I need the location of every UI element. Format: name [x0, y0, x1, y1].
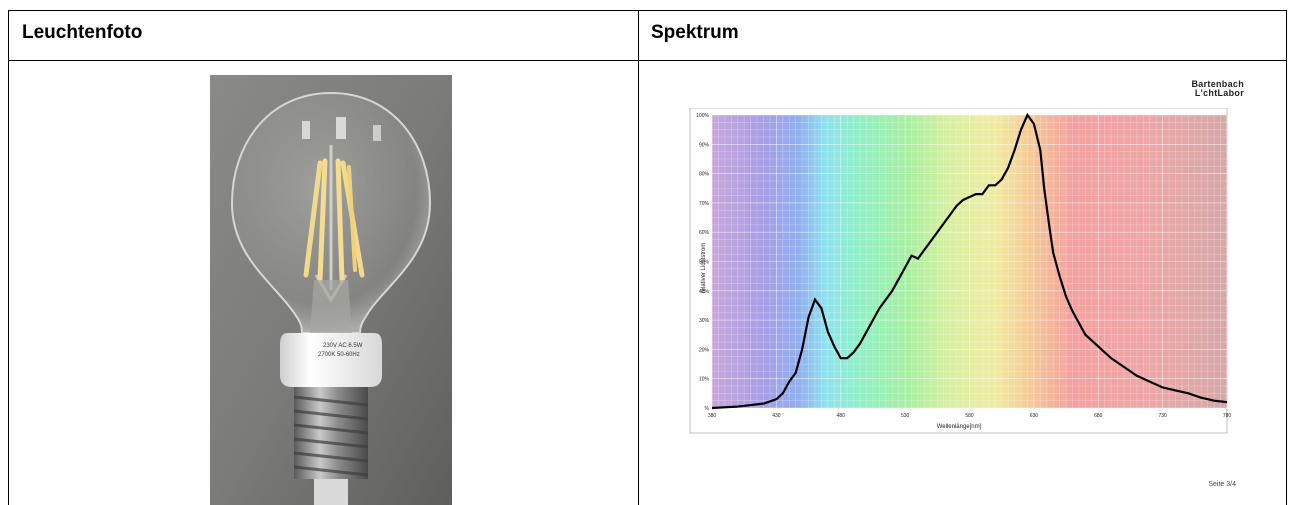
- lamp-label-line1: 230V AC 6.5W: [323, 343, 363, 349]
- brand-logo: Bartenbach L'chtLabor: [1191, 80, 1244, 98]
- header-spektrum: Spektrum: [651, 22, 739, 43]
- x-tick-label: 730: [1158, 413, 1167, 419]
- y-tick-label: 10%: [699, 377, 710, 383]
- y-axis-label: relativer Lichtstrom: [701, 243, 707, 294]
- header-divider: [8, 60, 1287, 61]
- page-number: Seite 3/4: [1208, 481, 1236, 488]
- x-tick-label: 630: [1030, 413, 1039, 419]
- y-tick-label: 40%: [699, 289, 710, 295]
- y-tick-label: %: [705, 406, 710, 412]
- y-tick-label: 100%: [696, 113, 709, 119]
- y-tick-label: 90%: [699, 142, 710, 148]
- content-table: [8, 10, 1287, 505]
- x-tick-label: 430: [772, 413, 781, 419]
- y-axis-ticks: % 10% 20% 30% 40% 50% 60% 70% 80% 90% 100%: [696, 113, 709, 412]
- lamp-label-line2: 2700K 50-60Hz: [318, 352, 360, 358]
- spectrum-document: Bartenbach L'chtLabor % 10% 20% 30% 40% 50% 6: [662, 68, 1262, 505]
- x-tick-label: 480: [837, 413, 846, 419]
- x-axis-label: Wellenlänge[nm]: [937, 424, 982, 430]
- x-tick-label: 380: [708, 413, 717, 419]
- header-leuchtenfoto: Leuchtenfoto: [22, 22, 143, 43]
- y-tick-label: 70%: [699, 201, 710, 207]
- brand-line1: Bartenbach: [1191, 79, 1244, 89]
- x-axis-ticks: 380 430 480 530 580 630 680 730 780: [708, 413, 1232, 419]
- x-tick-label: 680: [1094, 413, 1103, 419]
- x-tick-label: 580: [965, 413, 974, 419]
- brand-line2: L'chtLabor: [1194, 88, 1244, 98]
- lamp-photo: 230V AC 6.5W 2700K 50-60Hz: [210, 75, 452, 505]
- x-tick-label: 780: [1223, 413, 1232, 419]
- chart-grid: [711, 114, 1228, 409]
- y-tick-label: 20%: [699, 347, 710, 353]
- spectrum-curve: [711, 112, 1228, 410]
- lamp-photo-drawing: 230V AC 6.5W 2700K 50-60Hz: [210, 75, 452, 505]
- y-tick-label: 60%: [699, 230, 710, 236]
- y-tick-label: 80%: [699, 172, 710, 178]
- spectrum-chart: % 10% 20% 30% 40% 50% 60% 70% 80% 90% 100% 380 430 4…: [689, 108, 1232, 434]
- x-tick-label: 530: [901, 413, 910, 419]
- y-tick-label: 30%: [699, 318, 710, 324]
- y-tick-label: 50%: [699, 260, 710, 266]
- column-divider: [638, 10, 639, 505]
